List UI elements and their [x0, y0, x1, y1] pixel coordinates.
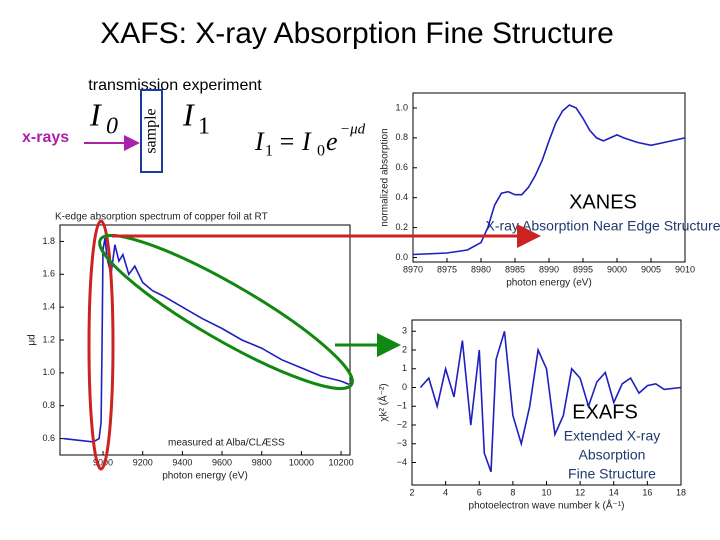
y-tick-label: 0.8	[42, 400, 55, 410]
eq-exponent: −μd	[340, 121, 366, 137]
y-tick-label: 1.4	[42, 302, 55, 312]
x-tick-label: 4	[443, 487, 448, 497]
i1-sub: 1	[198, 114, 210, 140]
x-axis-label: photon energy (eV)	[506, 278, 592, 289]
x-tick-label: 6	[477, 487, 482, 497]
x-tick-label: 18	[676, 487, 686, 497]
xanes-desc: X-ray Absorption Near Edge Structure	[485, 218, 720, 234]
x-tick-label: 8995	[573, 264, 593, 274]
x-tick-label: 8980	[471, 264, 491, 274]
x-tick-label: 12	[575, 487, 585, 497]
y-tick-label: 3	[402, 326, 407, 336]
eq-rhs: = I	[278, 127, 312, 156]
exafs-desc: Fine Structure	[568, 466, 656, 482]
data-line	[419, 331, 682, 473]
x-axis-label: photon energy (eV)	[162, 471, 248, 482]
y-tick-label: −2	[397, 419, 407, 429]
charts: 9000 9200 9400 9600 9800 10000 102000.60.81.01…	[27, 92, 695, 512]
y-axis-label: μd	[27, 334, 38, 345]
eq-base: e	[326, 127, 338, 156]
x-tick-label: 8	[510, 487, 515, 497]
x-tick-label: 2	[409, 487, 414, 497]
exafs-desc: Absorption	[579, 447, 646, 463]
x-tick-label: 10	[541, 487, 551, 497]
data-line	[412, 104, 686, 256]
annotation: measured at Alba/CLÆSS	[168, 438, 285, 449]
x-tick-label: 8990	[539, 264, 559, 274]
y-tick-label: 0.8	[395, 132, 408, 142]
y-tick-label: 0.4	[395, 192, 408, 202]
x-tick-label: 9800	[252, 457, 272, 467]
y-tick-label: −1	[397, 401, 407, 411]
y-tick-label: −4	[397, 457, 407, 467]
chart-title: K-edge absorption spectrum of copper foi…	[55, 212, 268, 223]
x-tick-label: 9600	[212, 457, 232, 467]
y-axis-label: normalized absorption	[380, 128, 391, 226]
oscillation-highlight	[98, 234, 354, 390]
x-tick-label: 16	[642, 487, 652, 497]
x-tick-label: 10000	[289, 457, 314, 467]
y-tick-label: 1.0	[42, 367, 55, 377]
xanes-name: XANES	[569, 191, 637, 213]
x-tick-label: 8985	[505, 264, 525, 274]
data-line	[63, 237, 350, 443]
sample-label: sample	[143, 108, 160, 153]
y-tick-label: 1.0	[395, 102, 408, 112]
y-tick-label: 1.8	[42, 236, 55, 246]
eq-lhs-sub: 1	[265, 143, 273, 160]
i0-sub: 0	[106, 114, 118, 140]
x-tick-label: 9000	[607, 264, 627, 274]
y-tick-label: −3	[397, 438, 407, 448]
x-tick-label: 9000	[93, 457, 113, 467]
y-tick-label: 0.2	[395, 222, 408, 232]
x-tick-label: 9200	[133, 457, 153, 467]
eq-lhs: I	[254, 127, 265, 156]
edge-highlight	[87, 219, 115, 471]
y-tick-label: 0.6	[42, 433, 55, 443]
y-tick-label: 1	[402, 363, 407, 373]
x-tick-label: 8975	[437, 264, 457, 274]
eq-rhs-sub: 0	[317, 143, 325, 160]
exafs-desc: Extended X-ray	[564, 428, 661, 444]
x-tick-label: 8970	[403, 264, 423, 274]
i0: I	[89, 96, 102, 132]
x-tick-label: 9400	[172, 457, 192, 467]
beam-label: x-rays	[22, 129, 69, 146]
y-tick-label: 2	[402, 344, 407, 354]
y-tick-label: 0.6	[395, 162, 408, 172]
y-tick-label: 1.2	[42, 334, 55, 344]
x-tick-label: 14	[609, 487, 619, 497]
x-tick-label: 10200	[329, 457, 354, 467]
y-tick-label: 0	[402, 382, 407, 392]
slide-title: XAFS: X-ray Absorption Fine Structure	[100, 17, 614, 50]
y-axis-label: χk² (Å⁻²)	[377, 383, 390, 421]
setup-label: transmission experiment	[88, 77, 262, 94]
x-tick-label: 9010	[675, 264, 695, 274]
y-tick-label: 1.6	[42, 269, 55, 279]
sample-box	[140, 89, 163, 173]
i1: I	[182, 96, 195, 132]
x-axis-label: photoelectron wave number k (Å⁻¹)	[469, 499, 625, 512]
y-tick-label: 0.0	[395, 252, 408, 262]
exafs-name: EXAFS	[572, 401, 638, 423]
x-tick-label: 9005	[641, 264, 661, 274]
